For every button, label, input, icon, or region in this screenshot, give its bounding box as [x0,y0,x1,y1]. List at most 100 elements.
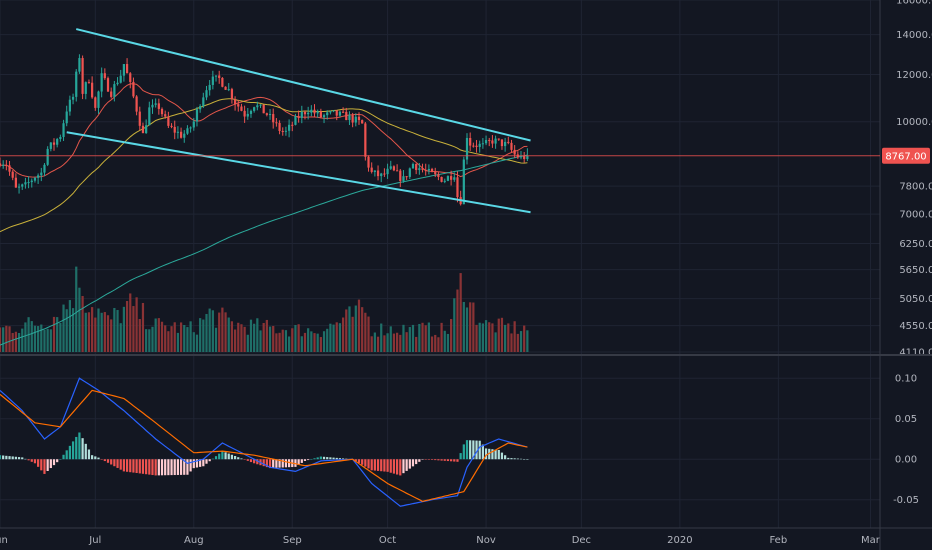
macd-histogram-bar [389,459,392,473]
candle-body [208,84,211,91]
macd-histogram-bar [132,459,135,473]
candle-body [408,168,411,177]
macd-histogram-bar [491,449,494,460]
macd-tick-label: -0.05 [893,495,919,506]
volume-bar [310,331,313,352]
macd-histogram-bar [494,449,497,460]
candle-body [268,114,272,116]
volume-bar [202,319,205,352]
candle-body [361,120,364,124]
candle-body [87,82,91,84]
candle-body [465,137,469,160]
candle-body [411,163,415,169]
candle-body [510,142,513,150]
macd-histogram-bar [513,458,516,460]
macd-histogram-bar [322,456,326,460]
candle-body [14,177,17,188]
volume-bar [510,333,513,352]
candle-body [519,155,523,158]
volume-bar [199,318,202,352]
macd-histogram-bar [30,459,33,462]
candle-body [243,110,246,117]
volume-bar [272,325,275,352]
macd-tick-label: 0.00 [895,455,917,466]
moving-average-line [0,98,528,233]
volume-bar [364,312,367,352]
trend-line[interactable] [66,131,531,214]
volume-bar [49,329,52,352]
volume-bar [332,324,335,352]
macd-histogram-bar [199,459,202,467]
candle-body [297,116,300,119]
volume-bar [268,326,272,352]
x-tick-label: 2020 [667,535,692,546]
volume-bar [52,316,56,352]
x-tick-label: Feb [769,535,787,546]
candle-body [40,172,43,176]
macd-histogram-bar [253,459,256,464]
volume-bar [195,334,199,352]
macd-histogram-bar [500,452,504,460]
volume-bar [5,325,8,352]
price-tick-label: 4550.00 [899,321,932,332]
volume-bar [0,327,2,352]
macd-histogram-bar [116,459,119,468]
volume-bar [484,320,488,352]
volume-bar [141,302,145,352]
macd-histogram-bar [221,451,224,460]
volume-bar [396,332,399,352]
macd-histogram-bar [456,459,459,462]
volume-bar [291,328,294,352]
candle-body [11,171,14,178]
volume-bar [138,318,141,352]
volume-bar [421,322,424,352]
volume-bar [148,329,151,352]
volume-bar [405,332,408,352]
volume-bar [459,273,462,352]
macd-histogram-bar [43,459,46,474]
macd-indicator [0,377,529,507]
volume-bar [259,330,262,352]
candle-body [278,122,281,131]
macd-histogram-bar [310,459,313,460]
macd-histogram-bar [418,459,421,462]
volume-bar [386,333,389,352]
x-tick-label: Nov [476,535,496,546]
volume-bar [81,295,84,352]
candle-body [402,176,405,181]
volume-bar [87,312,91,352]
volume-bar [380,323,383,352]
macd-histogram-bar [75,436,78,460]
volume-bar [233,329,237,352]
x-tick-label: Sep [283,535,302,546]
candle-body [65,111,68,124]
candle-body [427,168,430,171]
candle-body [164,114,167,117]
volume-bar [287,336,291,352]
candles [0,54,529,206]
x-tick-label: Mar [861,535,881,546]
macd-histogram-bar [364,459,367,467]
candle-body [75,71,78,97]
trend-line[interactable] [76,28,531,142]
volume-bar [494,332,497,352]
trend-channel [66,28,531,214]
volume-bar [430,336,434,352]
candle-body [199,106,202,110]
volume-bar [78,287,81,352]
candle-body [81,58,84,94]
candle-body [443,180,446,182]
macd-histogram-bar [154,459,157,476]
volume-bar [230,321,234,352]
volume-bar [478,322,481,352]
volume-bar [392,333,396,352]
macd-histogram-bar [100,459,103,460]
volume-bar [408,327,411,352]
candle-body [364,123,367,157]
macd-histogram-bar [173,459,176,476]
volume-bar [208,308,211,352]
price-tick-label: 5050.00 [899,294,932,305]
candle-body [326,112,329,116]
candle-body [341,111,345,113]
